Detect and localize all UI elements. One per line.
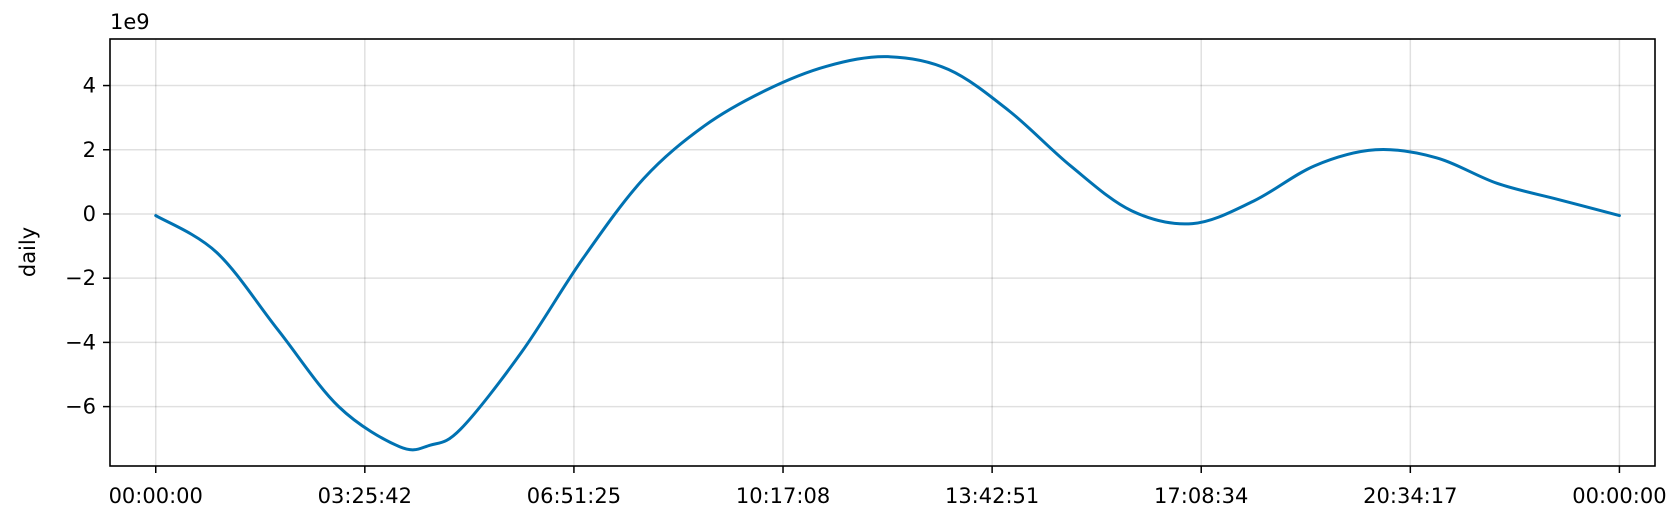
daily-series-line xyxy=(154,55,1621,452)
y-axis-label: daily xyxy=(16,227,40,277)
y-tick-label: 4 xyxy=(83,74,96,98)
plot-frame xyxy=(109,38,1656,467)
x-tick-label: 13:42:51 xyxy=(945,484,1039,508)
x-tick-label: 03:25:42 xyxy=(318,484,412,508)
y-axis: 4 2 0 −2 −4 −6 xyxy=(65,74,110,419)
x-axis: 00:00:00 03:25:42 06:51:25 10:17:08 13:42:51… xyxy=(109,466,1667,508)
x-tick-label: 06:51:25 xyxy=(527,484,621,508)
grid-layer xyxy=(110,39,1655,466)
line-layer xyxy=(154,55,1621,452)
x-tick-label: 17:08:34 xyxy=(1154,484,1248,508)
y-tick-label: 0 xyxy=(83,202,96,226)
y-offset-label: 1e9 xyxy=(110,10,150,34)
y-tick-label: −4 xyxy=(65,330,96,354)
x-tick-label: 10:17:08 xyxy=(736,484,830,508)
x-tick-label: 00:00:00 xyxy=(1572,484,1666,508)
x-tick-label: 20:34:17 xyxy=(1363,484,1457,508)
y-tick-label: −2 xyxy=(65,266,96,290)
x-tick-label: 00:00:00 xyxy=(109,484,203,508)
y-tick-label: −6 xyxy=(65,395,96,419)
y-tick-label: 2 xyxy=(83,138,96,162)
